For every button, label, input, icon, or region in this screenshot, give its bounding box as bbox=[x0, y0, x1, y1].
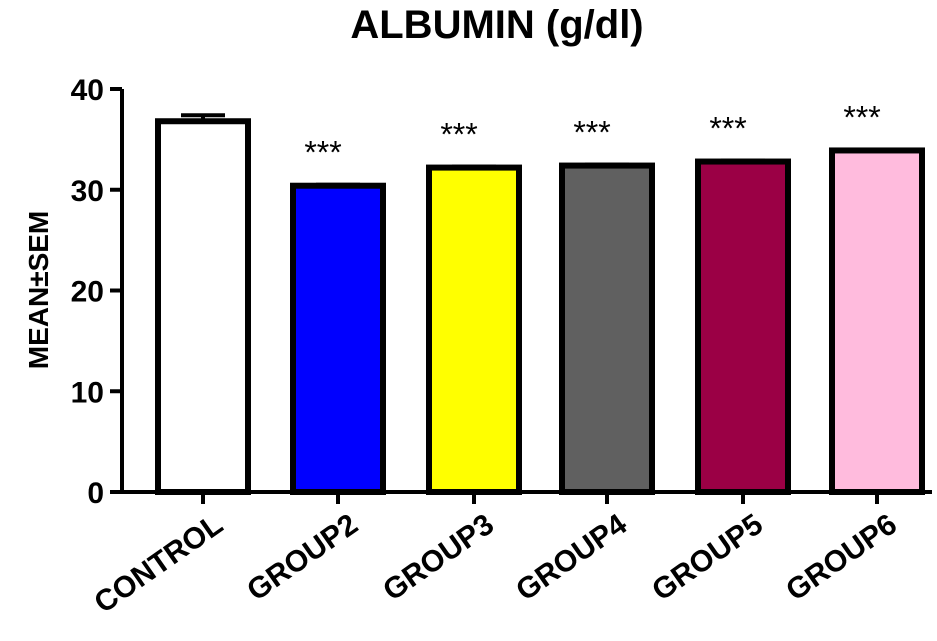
y-tick-label: 40 bbox=[71, 74, 104, 107]
significance-label: *** bbox=[573, 115, 610, 151]
significance-label: *** bbox=[304, 135, 341, 171]
bar-group6 bbox=[829, 147, 925, 496]
bar-group4 bbox=[559, 162, 655, 495]
chart-title: ALBUMIN (g/dl) bbox=[350, 3, 643, 47]
bar-group3 bbox=[426, 164, 522, 496]
y-axis-label: MEAN±SEM bbox=[23, 211, 54, 369]
significance-label: *** bbox=[843, 99, 880, 135]
x-tick-label: GROUP5 bbox=[646, 508, 769, 608]
x-tick-label: GROUP4 bbox=[510, 508, 633, 608]
y-tick-label: 10 bbox=[71, 376, 104, 409]
y-tick-label: 30 bbox=[71, 175, 104, 208]
x-tick-label: GROUP3 bbox=[377, 508, 500, 608]
x-tick-label: CONTROL bbox=[89, 508, 229, 620]
x-tick-label: GROUP6 bbox=[780, 508, 903, 608]
y-tick-label: 20 bbox=[71, 276, 104, 309]
y-tick-label: 0 bbox=[87, 477, 104, 510]
bar-group5 bbox=[695, 158, 791, 495]
bar-group2 bbox=[290, 182, 386, 495]
significance-label: *** bbox=[709, 111, 746, 147]
significance-label: *** bbox=[440, 117, 477, 153]
x-tick-label: GROUP2 bbox=[241, 508, 364, 608]
plot-area: 0 10 20 30 40 CONTROL *** GROUP2 *** GROUP3 *** GRO… bbox=[71, 74, 932, 620]
bar-control bbox=[155, 118, 251, 496]
